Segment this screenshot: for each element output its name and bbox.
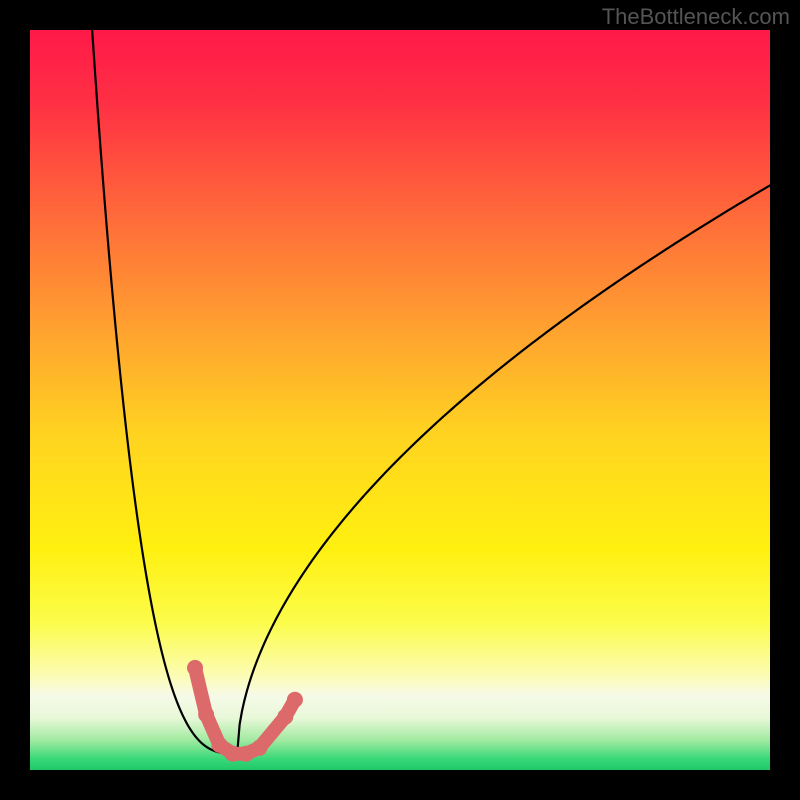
chart-svg <box>0 0 800 800</box>
bottleneck-chart: TheBottleneck.com <box>0 0 800 800</box>
watermark-text: TheBottleneck.com <box>602 4 790 30</box>
